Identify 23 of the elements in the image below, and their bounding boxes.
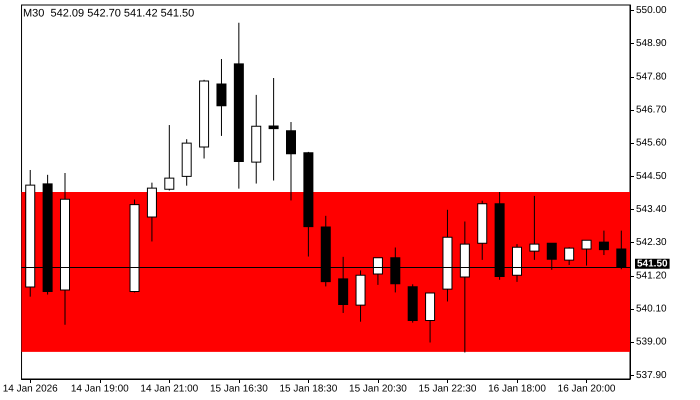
x-tick-label: 14 Jan 2026: [2, 384, 58, 394]
y-tick-label: 550.00: [636, 4, 668, 16]
ref-line-label: 541.50: [637, 258, 668, 270]
y-tick-label: 547.80: [636, 71, 668, 82]
chart-title: M30 542.09 542.70 541.42 541.50: [23, 8, 194, 20]
y-tick-label: 543.40: [636, 204, 668, 215]
x-tick-label: 16 Jan 20:00: [558, 384, 616, 394]
y-tick-label: 544.50: [636, 170, 668, 182]
y-tick-label: 540.10: [636, 304, 668, 315]
x-tick-label: 15 Jan 18:30: [279, 384, 338, 394]
y-tick-label: 548.90: [636, 38, 668, 50]
y-tick-label: 546.70: [636, 104, 668, 116]
y-tick-label: 537.90: [636, 370, 668, 381]
y-tick-label: 539.00: [636, 336, 668, 348]
x-tick-label: 14 Jan 21:00: [140, 384, 199, 394]
y-tick-label: 545.60: [636, 138, 668, 149]
y-tick-label: 542.30: [636, 237, 668, 248]
x-tick-label: 16 Jan 18:00: [488, 384, 546, 394]
x-tick-label: 14 Jan 19:00: [70, 384, 130, 394]
x-tick-label: 15 Jan 22:30: [418, 384, 477, 394]
y-tick-label: 541.20: [636, 270, 668, 282]
x-tick-label: 15 Jan 20:30: [349, 384, 408, 394]
x-tick-label: 15 Jan 16:30: [210, 384, 268, 394]
